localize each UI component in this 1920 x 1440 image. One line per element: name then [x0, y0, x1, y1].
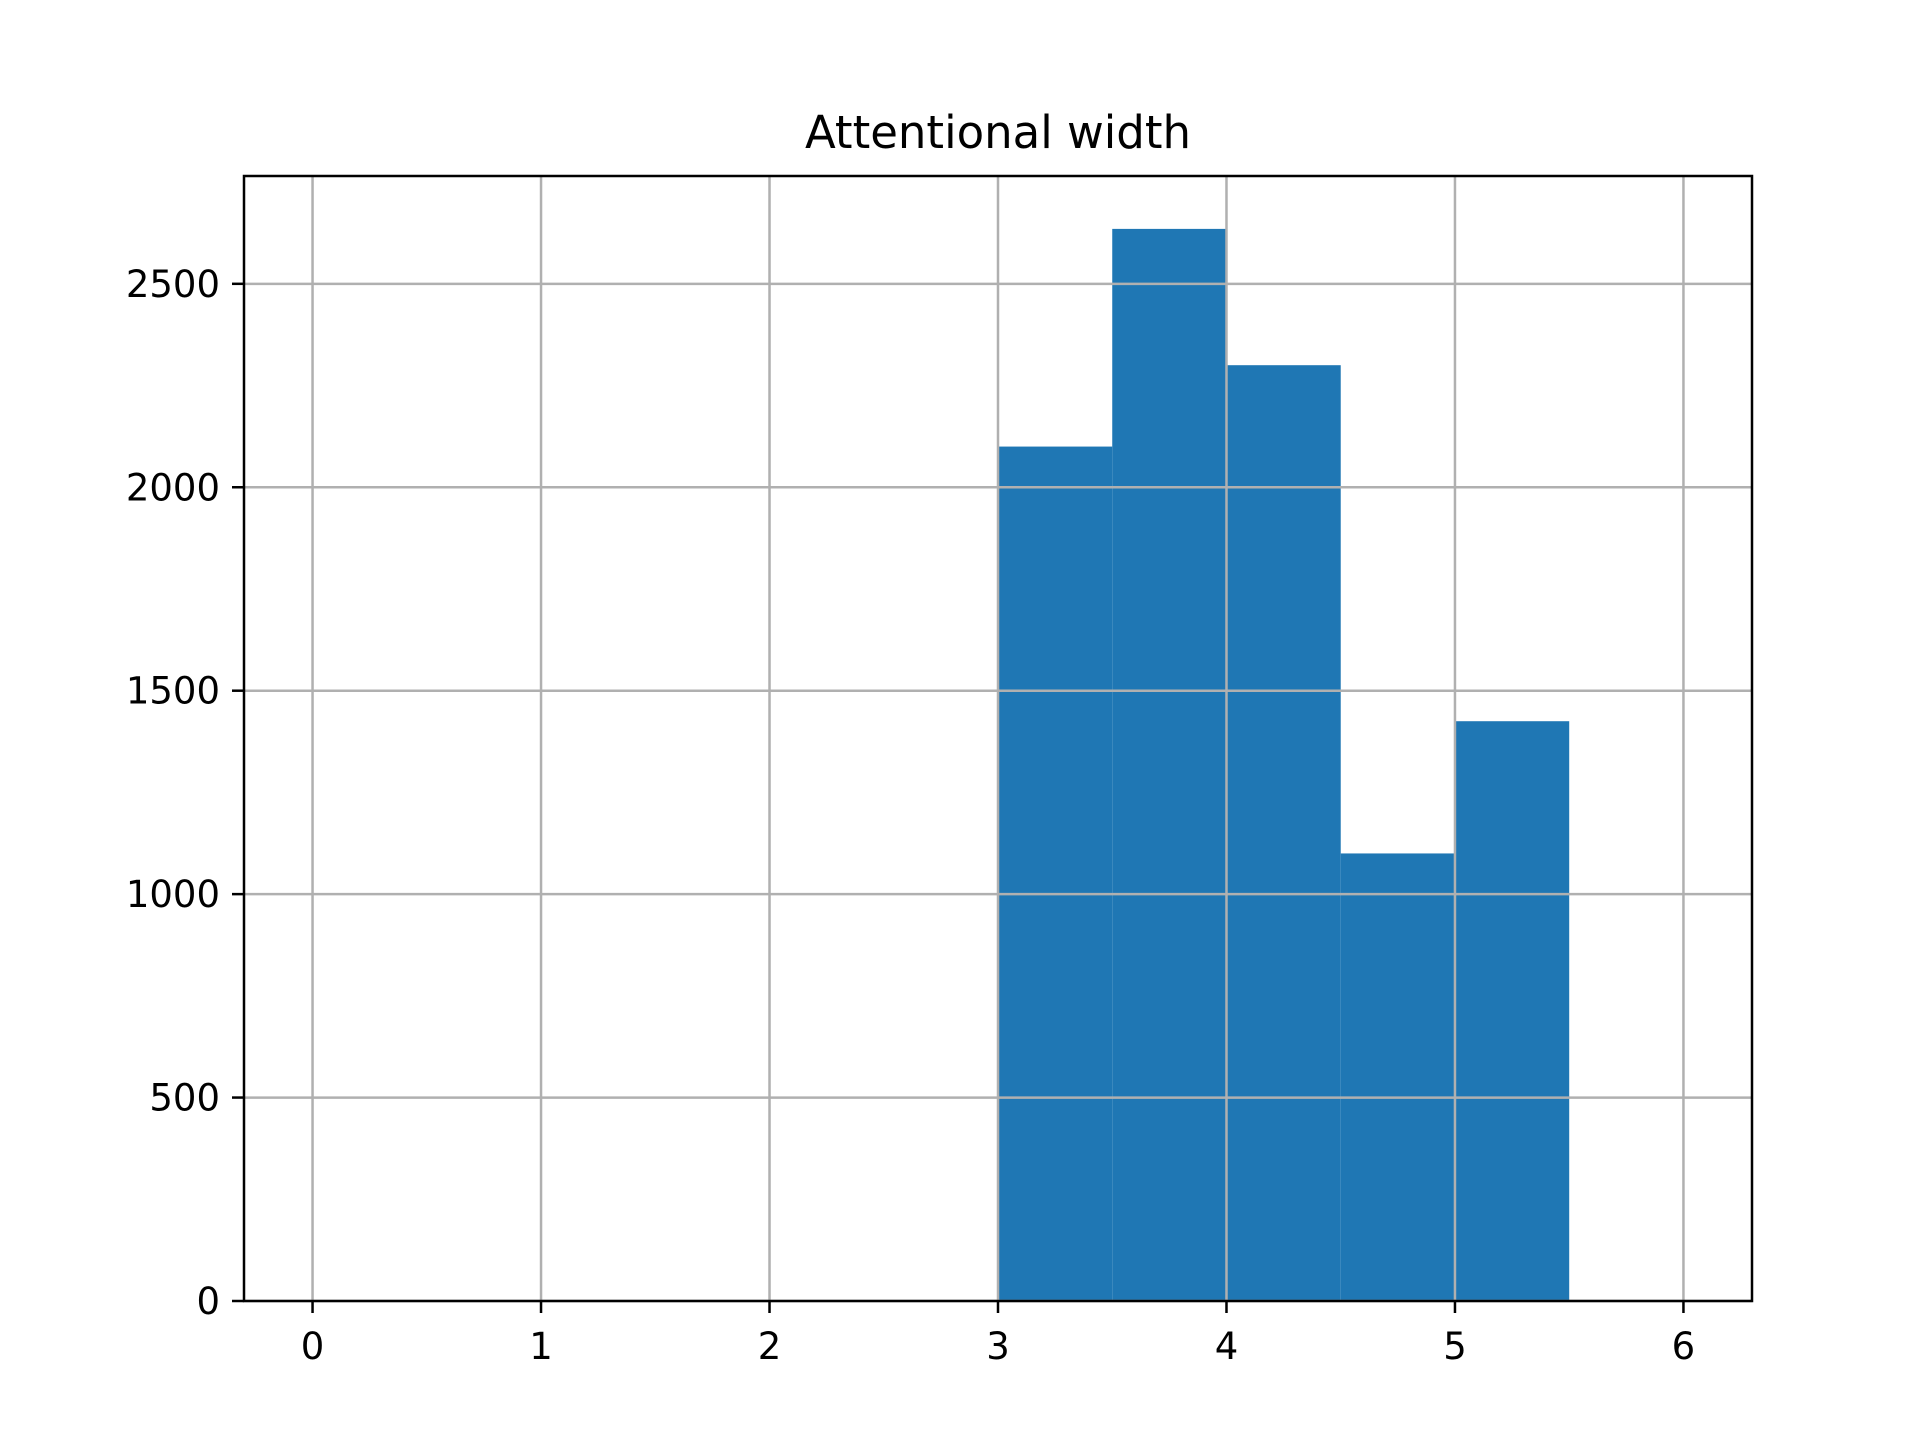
y-tick-label: 1500: [126, 670, 220, 713]
x-tick-label: 4: [1215, 1325, 1239, 1368]
x-tick-label: 1: [529, 1325, 553, 1368]
histogram-bar-4: [1340, 853, 1455, 1301]
x-tick-label: 0: [301, 1325, 325, 1368]
y-tick-label: 2000: [126, 466, 220, 509]
x-tick-label: 2: [758, 1325, 782, 1368]
histogram-bar-1: [998, 446, 1113, 1302]
histogram-bars: [998, 228, 1570, 1302]
histogram-bar-2: [1112, 228, 1227, 1301]
y-tick-label: 0: [196, 1280, 220, 1323]
chart-title: Attentional width: [805, 106, 1191, 159]
x-tick-label: 5: [1443, 1325, 1467, 1368]
y-tick-label: 500: [149, 1077, 220, 1120]
x-axis: 0 1 2 3 4 5 6: [301, 1301, 1695, 1368]
y-tick-label: 2500: [126, 263, 220, 306]
y-tick-label: 1000: [126, 873, 220, 916]
histogram-bar-3: [1226, 365, 1341, 1301]
histogram-bar-5: [1454, 721, 1570, 1301]
y-axis: 0 500 1000 1500 2000 2500: [126, 263, 244, 1323]
x-tick-label: 3: [986, 1325, 1010, 1368]
x-tick-label: 6: [1672, 1325, 1696, 1368]
